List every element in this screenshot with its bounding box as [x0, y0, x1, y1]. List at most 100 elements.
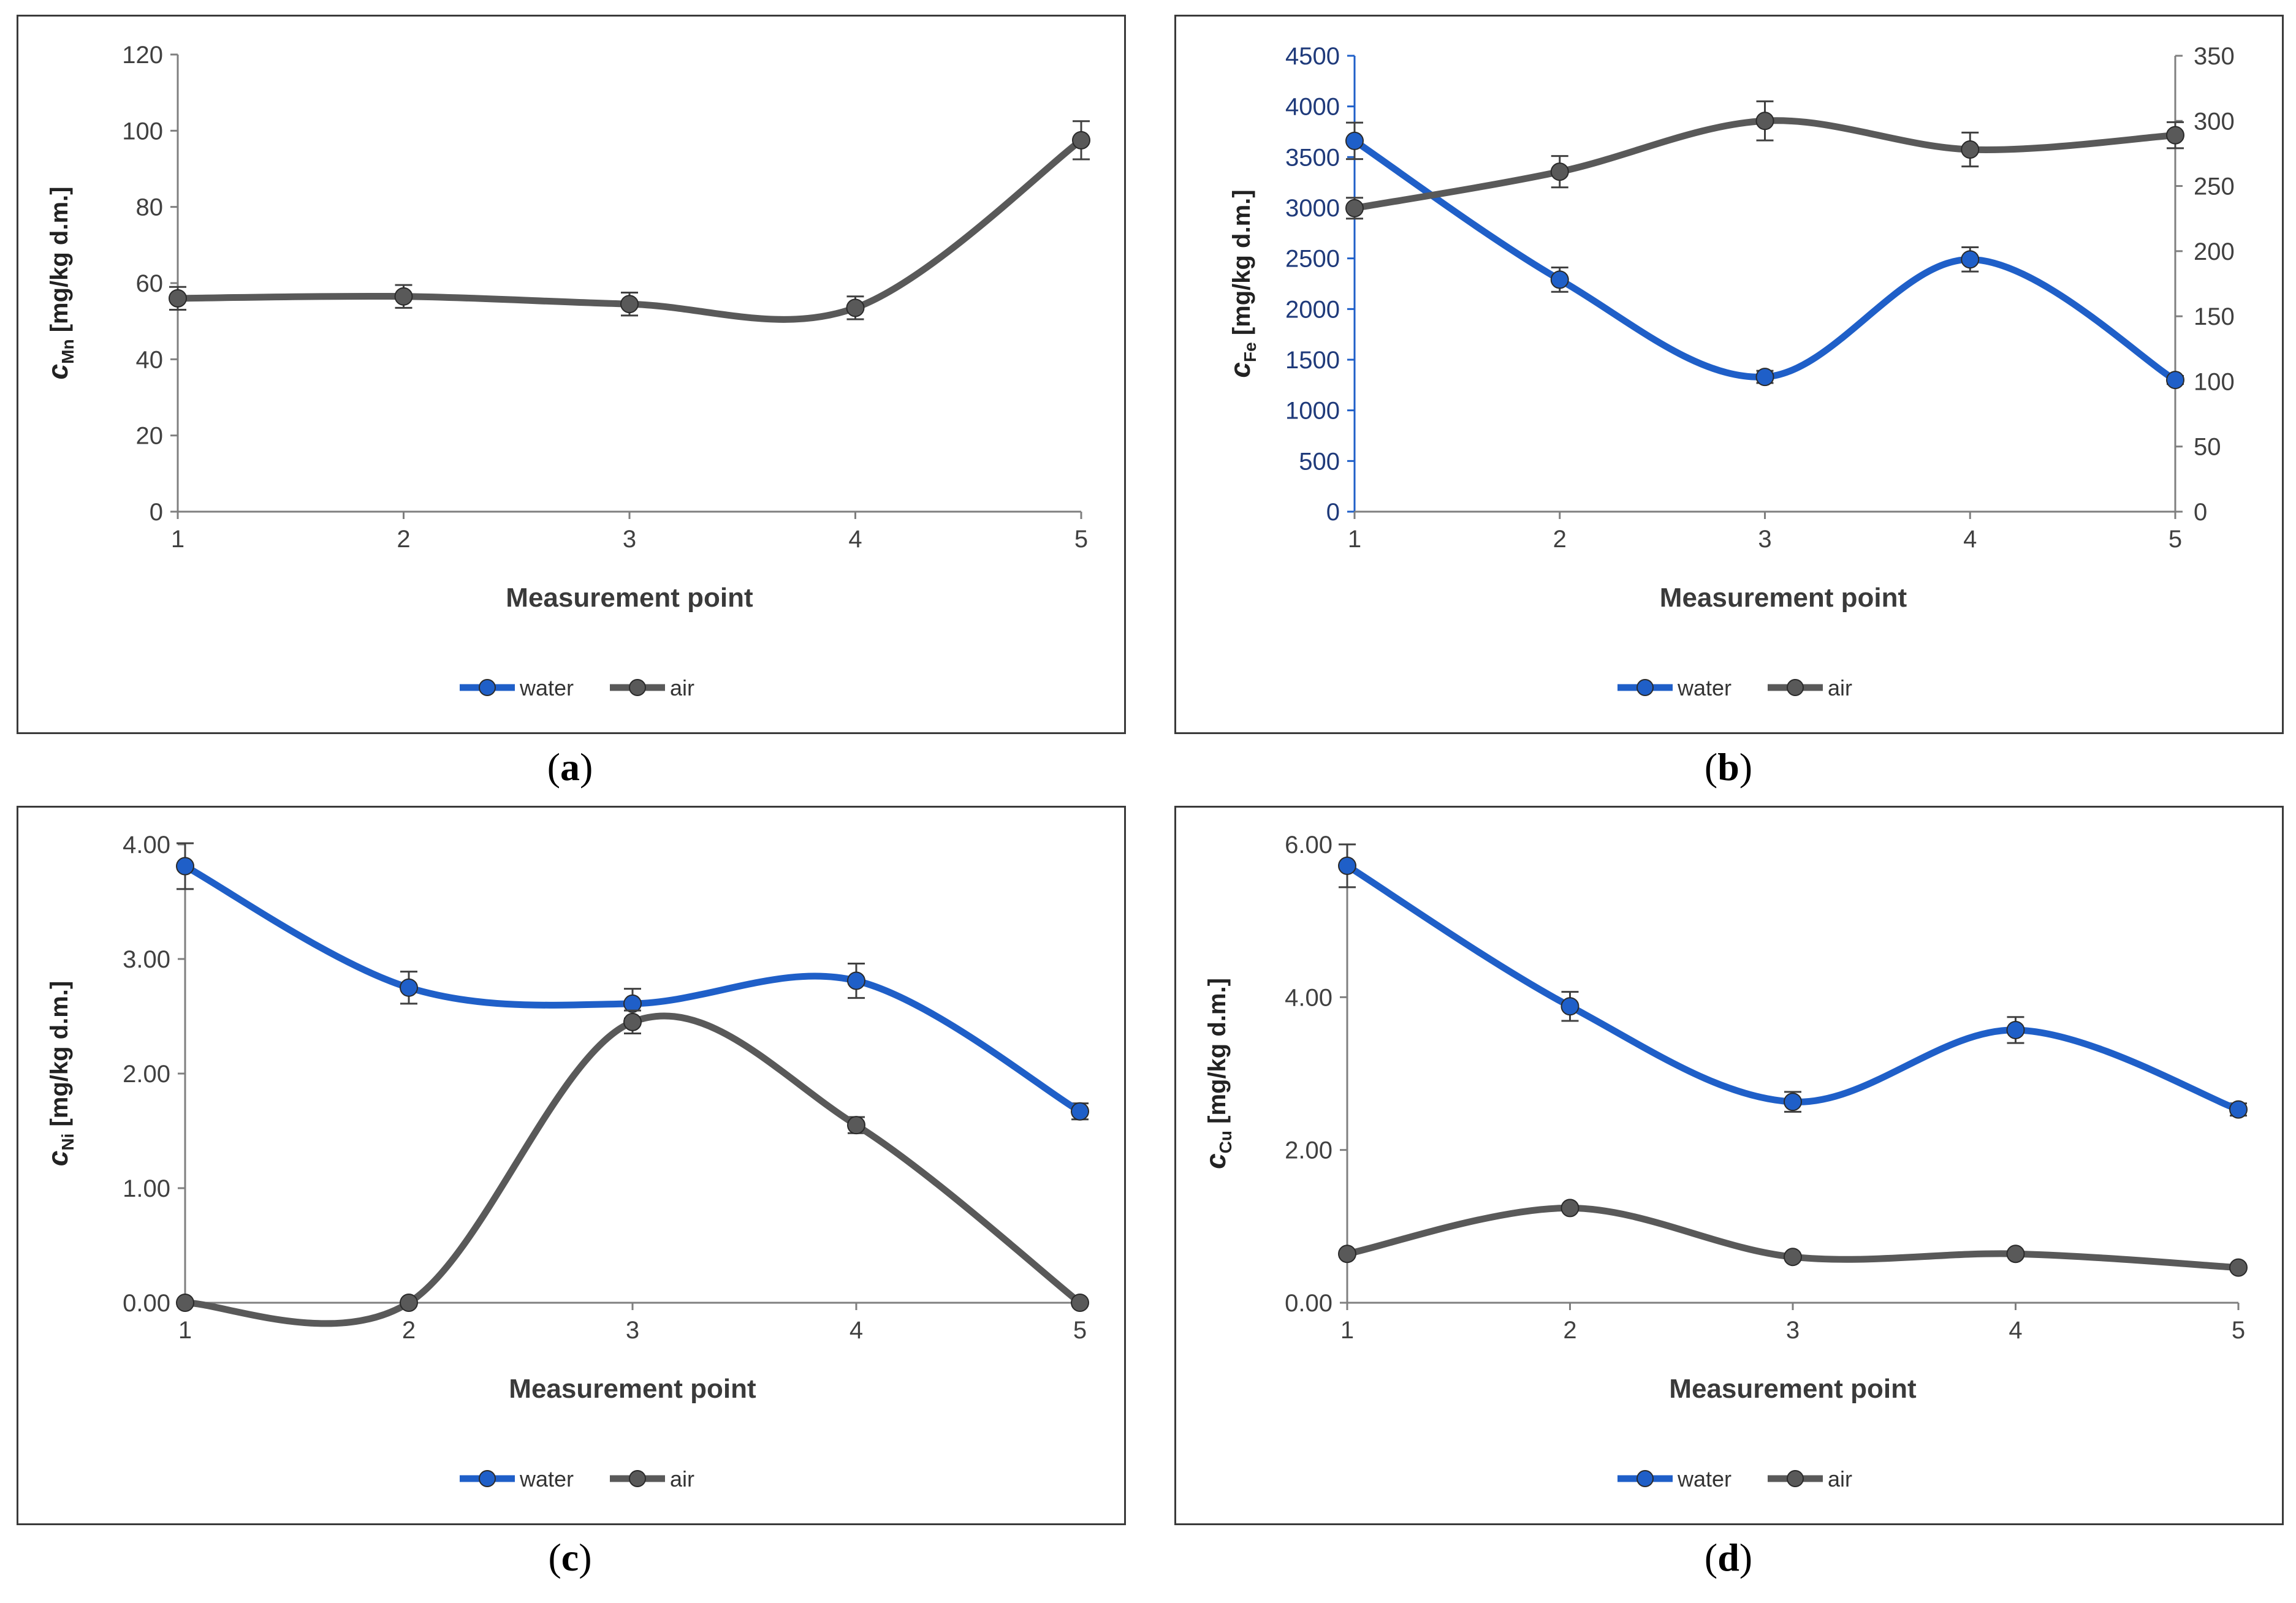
y-tick-label: 60: [136, 270, 164, 297]
x-tick-label: 3: [1786, 1317, 1800, 1344]
y-axis-title: cCu [mg/kg d.m.]: [1199, 978, 1235, 1169]
legend-label-air: air: [1828, 675, 1852, 700]
x-tick-label: 5: [1074, 526, 1088, 553]
data-point-water: [1784, 1093, 1802, 1112]
y-tick-label: 4.00: [123, 832, 170, 858]
x-tick-label: 5: [2169, 526, 2182, 553]
legend-marker-air: [629, 1470, 646, 1487]
data-point-air: [1550, 162, 1569, 181]
y-axis-title-subscript: Ni: [58, 1134, 77, 1151]
data-point-water: [1071, 1102, 1089, 1121]
y-tick-label: 4000: [1285, 94, 1340, 121]
y-tick-label: 4500: [1285, 43, 1340, 70]
series-line-water: [1352, 138, 2177, 383]
y-tick-label: 1500: [1285, 347, 1340, 374]
y-tick-label: 6.00: [1285, 832, 1332, 858]
y-axis-title-units: [mg/kg d.m.]: [46, 187, 73, 339]
legend-label-water: water: [1677, 1466, 1732, 1491]
data-point-water: [2229, 1100, 2248, 1119]
caption-b: (b): [1704, 745, 1753, 789]
data-point-air: [1560, 1199, 1579, 1218]
y-tick-label: 20: [136, 423, 164, 450]
chart-panel-a: 0 20 40 60 80 100 120 1 2 3 4 5 Measurement point cMn…: [17, 15, 1126, 734]
y-tick-label: 1000: [1285, 398, 1340, 425]
y-tick-label: 0: [1326, 499, 1340, 526]
y-tick-label: 2500: [1285, 246, 1340, 273]
legend-label-water: water: [519, 1466, 574, 1491]
chart-svg-a: 0 20 40 60 80 100 120 1 2 3 4 5 Measurement point cMn…: [42, 42, 1090, 700]
legend-marker-water: [1636, 679, 1654, 696]
y-tick-label: 3000: [1285, 195, 1340, 222]
y-tick-label: 0.00: [1285, 1290, 1332, 1317]
y-axis-title-subscript: Cu: [1216, 1131, 1235, 1153]
data-point-air: [1071, 1294, 1089, 1312]
data-point-air: [1755, 112, 1774, 131]
data-point-water: [176, 857, 194, 876]
data-point-water: [1755, 368, 1774, 387]
legend-marker-water: [479, 679, 496, 696]
legend-label-water: water: [519, 675, 574, 700]
y-axis-title-symbol: c: [42, 1151, 74, 1167]
y2-tick-label: 50: [2194, 434, 2221, 461]
data-point-air: [176, 1294, 194, 1312]
data-point-air: [1345, 199, 1364, 218]
y2-tick-label: 350: [2194, 43, 2235, 70]
caption-a-letter: a: [560, 745, 580, 789]
y-tick-label: 2.00: [1285, 1137, 1332, 1164]
y-axis-title-units: [mg/kg d.m.]: [46, 981, 73, 1134]
data-point-air: [1961, 140, 1980, 159]
data-point-air: [1784, 1248, 1802, 1267]
x-axis-title: Measurement point: [1660, 583, 1907, 613]
data-point-air: [846, 298, 865, 317]
y-tick-label: 0.00: [123, 1290, 170, 1317]
data-point-air: [1072, 131, 1090, 150]
y-tick-label: 1.00: [123, 1175, 170, 1202]
legend-marker-water: [1636, 1470, 1654, 1487]
data-point-air: [2229, 1258, 2248, 1277]
y-tick-label: 3500: [1285, 144, 1340, 171]
y-tick-label: 120: [122, 42, 163, 69]
chart-panel-d: 0.00 2.00 4.00 6.00 1 2 3 4 5 Measurement point cC…: [1174, 806, 2284, 1525]
y2-tick-label: 100: [2194, 368, 2235, 395]
y-axis-title: cMn [mg/kg d.m.]: [42, 187, 77, 380]
x-tick-label: 4: [1963, 526, 1977, 553]
y-axis-title-symbol: c: [42, 364, 74, 380]
chart-svg-d: 0.00 2.00 4.00 6.00 1 2 3 4 5 Measurement point cC…: [1199, 832, 2248, 1491]
y2-tick-label: 150: [2194, 303, 2235, 330]
legend-marker-air: [1787, 1470, 1804, 1487]
y-tick-label: 0: [150, 499, 163, 526]
legend-label-air: air: [670, 675, 694, 700]
caption-d-letter: d: [1717, 1536, 1739, 1579]
chart-svg-c: 0.00 1.00 2.00 3.00 4.00 1 2 3 4 5 Measurement poi…: [42, 832, 1089, 1491]
chart-panel-b: 0 500 1000 1500 2000 2500 3000 3500 4000 4500 0 50 1…: [1174, 15, 2284, 734]
y2-tick-label: 0: [2194, 499, 2207, 526]
caption-c-letter: c: [561, 1536, 579, 1579]
x-tick-label: 4: [850, 1317, 863, 1344]
y2-tick-label: 250: [2194, 173, 2235, 200]
data-point-air: [2166, 126, 2184, 145]
chart-panel-c: 0.00 1.00 2.00 3.00 4.00 1 2 3 4 5 Measurement poi…: [17, 806, 1126, 1525]
data-point-water: [2166, 371, 2184, 390]
data-point-water: [2006, 1020, 2025, 1039]
y-tick-label: 2.00: [123, 1061, 170, 1088]
x-tick-label: 3: [626, 1317, 639, 1344]
data-point-water: [1560, 997, 1579, 1016]
data-point-water: [1338, 856, 1356, 875]
y-axis-title-subscript: Fe: [1241, 342, 1260, 362]
x-tick-label: 2: [1563, 1317, 1576, 1344]
y-tick-label: 500: [1299, 448, 1340, 475]
y2-tick-label: 300: [2194, 108, 2235, 135]
y-tick-label: 3.00: [123, 946, 170, 973]
x-tick-label: 1: [178, 1317, 192, 1344]
x-tick-label: 5: [2232, 1317, 2245, 1344]
data-point-water: [1961, 250, 1980, 269]
legend-label-air: air: [670, 1466, 694, 1491]
y-tick-label: 2000: [1285, 296, 1340, 323]
y-axis-title-units: [mg/kg d.m.]: [1204, 978, 1231, 1131]
x-tick-label: 4: [848, 526, 862, 553]
x-tick-label: 2: [402, 1317, 416, 1344]
legend-marker-air: [1787, 679, 1804, 696]
x-tick-label: 5: [1073, 1317, 1087, 1344]
y-axis-title-symbol: c: [1224, 362, 1256, 378]
x-axis-title: Measurement point: [506, 583, 753, 613]
